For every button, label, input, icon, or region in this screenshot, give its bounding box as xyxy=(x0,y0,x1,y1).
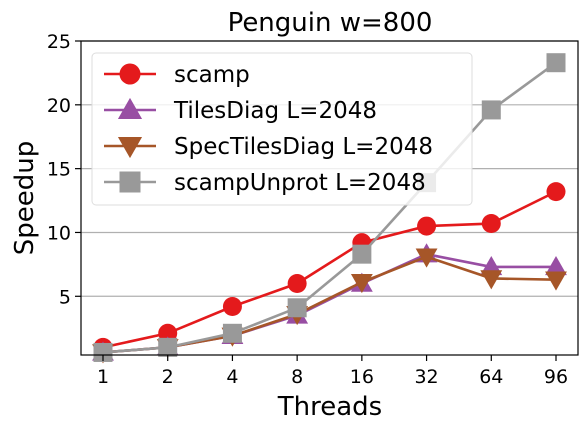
x-tick-label: 32 xyxy=(414,366,438,388)
x-tick-label: 1 xyxy=(97,366,109,388)
legend-entry: SpecTilesDiag L=2048 xyxy=(104,134,433,160)
data-point xyxy=(222,296,242,316)
y-axis: 5 10 15 20 25 xyxy=(47,31,81,308)
data-point xyxy=(545,271,567,291)
data-point xyxy=(545,256,567,276)
data-point xyxy=(417,216,437,236)
legend-label: scamp xyxy=(174,62,250,88)
data-point xyxy=(93,342,113,362)
y-tick-label: 15 xyxy=(47,159,71,181)
legend-entry: TilesDiag L=2048 xyxy=(104,97,377,124)
legend-label: scampUnprot L=2048 xyxy=(174,170,426,196)
x-tick-label: 64 xyxy=(479,366,503,388)
y-tick-label: 5 xyxy=(59,286,71,308)
x-tick-label: 8 xyxy=(291,366,303,388)
legend: scamp TilesDiag L=2048 SpecTilesDiag L=204… xyxy=(91,52,473,206)
x-axis: 1 2 4 8 16 32 64 96 xyxy=(97,355,568,388)
series-layer xyxy=(92,53,567,364)
data-point xyxy=(287,298,307,318)
data-point xyxy=(222,323,242,343)
y-tick-label: 25 xyxy=(47,31,71,53)
legend-entry: scamp xyxy=(104,62,250,88)
data-point xyxy=(287,274,307,294)
data-point xyxy=(119,63,141,85)
chart-title: Penguin w=800 xyxy=(228,8,433,38)
data-point xyxy=(481,214,501,234)
data-point xyxy=(352,244,372,264)
x-tick-label: 4 xyxy=(226,366,238,388)
data-point xyxy=(546,182,566,202)
x-tick-label: 96 xyxy=(544,366,568,388)
legend-label: SpecTilesDiag L=2048 xyxy=(174,134,433,160)
data-point xyxy=(119,171,141,193)
x-axis-label: Threads xyxy=(277,392,382,422)
series-line xyxy=(102,190,557,349)
data-point xyxy=(546,53,566,73)
x-tick-label: 2 xyxy=(162,366,174,388)
y-tick-label: 20 xyxy=(47,95,71,117)
data-point xyxy=(117,136,143,159)
series-line xyxy=(102,61,557,354)
data-point xyxy=(481,100,501,120)
legend-entry: scampUnprot L=2048 xyxy=(104,170,426,196)
data-point xyxy=(415,248,438,268)
y-axis-label: Speedup xyxy=(10,141,40,256)
plot-frame xyxy=(80,40,579,356)
y-tick-label: 10 xyxy=(47,222,71,244)
legend-label: TilesDiag L=2048 xyxy=(173,98,377,124)
data-point xyxy=(117,97,143,120)
data-point xyxy=(158,337,178,357)
data-point xyxy=(480,270,503,290)
legend-box xyxy=(91,52,473,206)
data-point xyxy=(350,274,373,294)
x-tick-label: 16 xyxy=(350,366,374,388)
